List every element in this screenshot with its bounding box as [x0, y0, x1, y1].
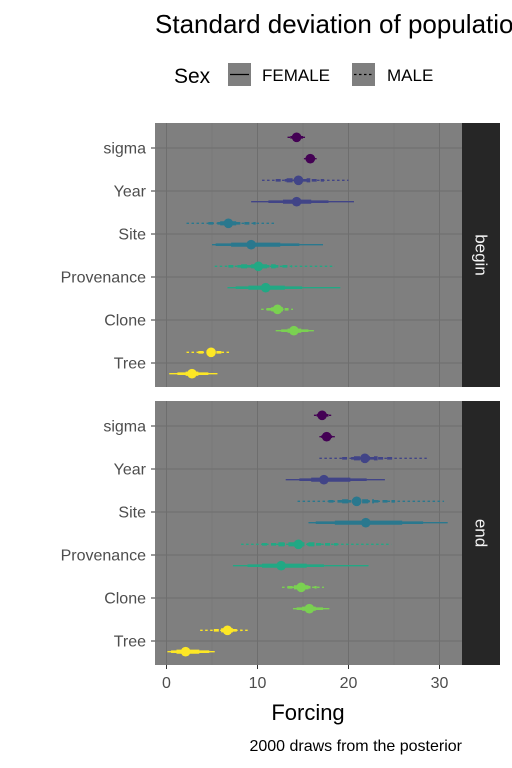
median-point [276, 560, 286, 571]
median-point [360, 517, 371, 528]
median-point [293, 175, 304, 186]
interval-provenance-male [214, 261, 335, 272]
panel-end: sigma Year Site Provenance Clone Tree end [61, 401, 500, 665]
y-tick-label: Site [118, 227, 146, 244]
y-tick-label: sigma [103, 141, 146, 158]
y-tick-label: Clone [104, 591, 146, 608]
interval-provenance-female [232, 560, 369, 571]
median-point [319, 474, 329, 485]
interval-clone-male [282, 582, 324, 593]
facet-strip [462, 123, 500, 387]
interval-site-male [186, 218, 276, 229]
x-axis: 0 10 20 30 [162, 665, 449, 692]
chart-title: Standard deviation of populations [155, 9, 512, 39]
interval-clone-male [261, 304, 293, 315]
median-point [293, 539, 304, 550]
interval-sigma-female [319, 431, 335, 442]
median-point [260, 282, 271, 293]
interval-year-male [262, 175, 349, 186]
y-tick-label: Tree [114, 356, 146, 373]
interval-provenance-male [241, 539, 392, 550]
legend-key-male [352, 63, 375, 86]
facet-strip-label: begin [472, 234, 491, 276]
interval-tree-male [200, 625, 250, 636]
median-point [187, 368, 197, 379]
interval-sigma-male [313, 410, 332, 421]
y-tick-label: Year [114, 462, 147, 479]
legend-label-male: MALE [387, 66, 433, 85]
interval-year-female [251, 196, 354, 207]
interval-tree-male [186, 347, 232, 358]
median-point [305, 153, 316, 164]
y-tick-label: Provenance [61, 548, 146, 565]
median-point [296, 582, 306, 593]
panel-background [155, 123, 462, 387]
interval-sigma-male [287, 132, 306, 143]
facet-panels: sigmaYearSiteProvenanceCloneTreebeginsig… [61, 123, 500, 665]
median-point [304, 603, 315, 614]
median-point [222, 625, 233, 636]
x-tick-label: 10 [249, 675, 267, 692]
legend-title: Sex [174, 65, 211, 88]
y-tick-label: Provenance [61, 270, 146, 287]
interval-clone-female [292, 603, 330, 614]
median-point [360, 453, 370, 464]
interval-site-male [297, 496, 445, 507]
y-tick-label: Site [118, 505, 146, 522]
median-point [317, 410, 327, 421]
y-tick-label: Year [114, 184, 147, 201]
median-point [206, 347, 216, 358]
median-point [272, 304, 283, 315]
median-point [180, 646, 191, 657]
median-point [289, 325, 299, 336]
panel-background [155, 401, 462, 665]
x-tick-label: 20 [340, 675, 358, 692]
median-point [291, 196, 302, 207]
x-tick-label: 30 [431, 675, 449, 692]
interval-site-female [308, 517, 448, 528]
interval-tree-female [167, 646, 215, 657]
y-tick-label: Tree [114, 634, 146, 651]
median-point [223, 218, 234, 229]
y-tick-label: Clone [104, 313, 146, 330]
facet-strip [462, 401, 500, 665]
x-tick-label: 0 [162, 675, 171, 692]
median-point [246, 239, 256, 250]
y-tick-label: sigma [103, 419, 146, 436]
interval-year-female [285, 474, 385, 485]
panel-begin: sigma Year Site Provenance Clone Tree begin [61, 123, 500, 387]
legend-label-female: FEMALE [262, 66, 330, 85]
interval-tree-female [169, 368, 218, 379]
chart-caption: 2000 draws from the posterior [249, 738, 462, 755]
facet-strip-label: end [472, 519, 491, 547]
interval-sigma-female [303, 153, 317, 164]
interval-provenance-female [227, 282, 341, 293]
median-point [253, 261, 264, 272]
median-point [351, 496, 362, 507]
interval-site-female [212, 239, 324, 250]
x-axis-label: Forcing [271, 700, 344, 725]
median-point [291, 132, 302, 143]
interval-clone-female [275, 325, 314, 336]
median-point [321, 431, 332, 442]
legend: Sex FEMALE MALE [174, 63, 433, 88]
interval-year-male [319, 453, 427, 464]
